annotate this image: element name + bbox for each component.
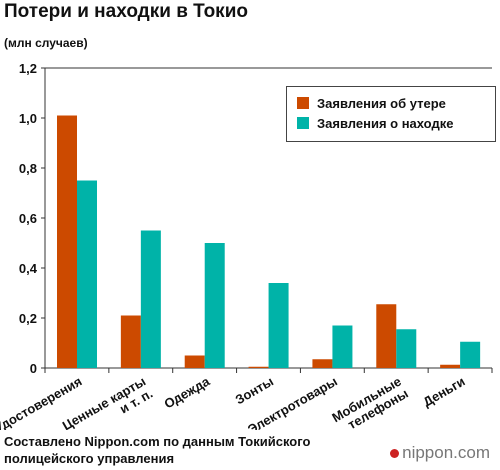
x-tick-label-line: Одежда xyxy=(162,373,213,411)
chart-axes: 0 0,2 0,4 0,6 0,8 1,0 1,2 xyxy=(19,61,493,376)
bar-found xyxy=(460,341,481,368)
bar-found xyxy=(204,243,225,368)
chart-title: Потери и находки в Токио xyxy=(4,1,248,22)
bar-lost xyxy=(376,304,397,368)
y-tick-label: 0 xyxy=(30,361,37,376)
bar-found xyxy=(140,230,161,368)
bar-lost xyxy=(312,359,333,368)
brand-dot-icon xyxy=(390,448,400,458)
y-tick-label: 0,8 xyxy=(19,161,37,176)
x-tick-label: Зонты xyxy=(233,374,276,408)
legend-item-found: Заявления о находке xyxy=(297,113,495,133)
legend-swatch-lost xyxy=(297,97,309,109)
x-tick-label-line: Деньги xyxy=(420,374,467,410)
x-tick-label: Одежда xyxy=(162,373,213,411)
bar-lost xyxy=(248,366,269,368)
x-tick-label: Деньги xyxy=(420,374,467,410)
legend-label-found: Заявления о находке xyxy=(317,115,454,131)
bar-lost xyxy=(184,355,205,368)
bar-chart: 0 0,2 0,4 0,6 0,8 1,0 1,2 УдостоверенияЦенные … xyxy=(0,61,493,430)
bar-lost xyxy=(120,315,141,368)
y-tick-label: 0,6 xyxy=(19,211,37,226)
y-axis-unit: (млн случаев) xyxy=(4,36,88,50)
chart-bars xyxy=(57,115,481,368)
chart-legend: Заявления об утере Заявления о находке xyxy=(286,86,496,142)
bar-found xyxy=(77,180,97,368)
brand-logo: nippon.com xyxy=(390,443,490,463)
source-note: Составлено Nippon.com по данным Токийско… xyxy=(4,434,311,466)
y-tick-label: 1,0 xyxy=(19,111,37,126)
bar-found xyxy=(396,329,417,368)
legend-item-lost: Заявления об утере xyxy=(297,93,495,113)
bar-lost xyxy=(57,115,77,368)
y-tick-label: 0,2 xyxy=(19,311,37,326)
x-tick-label: Мобильныетелефоны xyxy=(329,374,410,430)
legend-label-lost: Заявления об утере xyxy=(317,95,446,111)
x-tick-label-line: Зонты xyxy=(233,374,276,408)
bar-found xyxy=(332,325,353,368)
y-tick-label: 1,2 xyxy=(19,61,37,76)
y-tick-label: 0,4 xyxy=(19,261,38,276)
brand-name: nippon.com xyxy=(402,443,490,462)
legend-swatch-found xyxy=(297,117,309,129)
bar-found xyxy=(268,283,289,368)
bar-lost xyxy=(440,364,461,368)
